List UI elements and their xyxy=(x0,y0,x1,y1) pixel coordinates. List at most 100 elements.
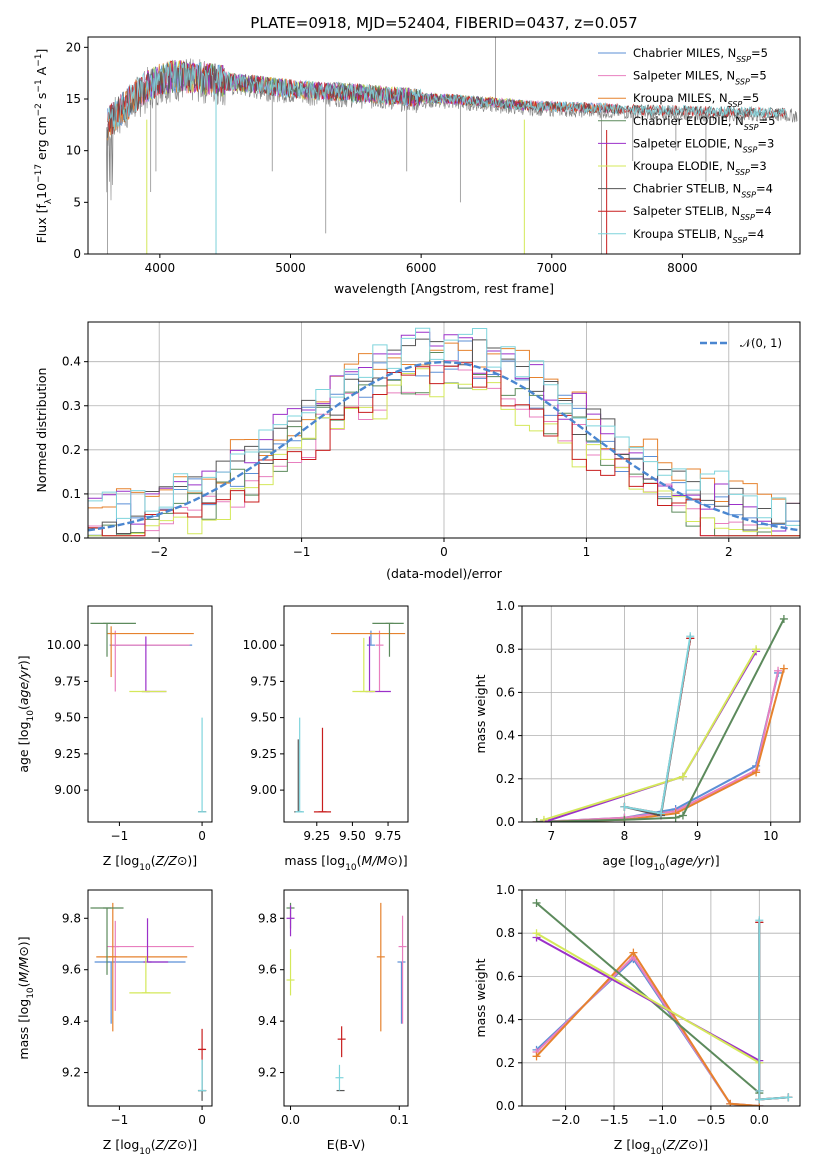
y-tick-label: 9.4 xyxy=(258,1014,277,1028)
residuals-xlabel: (data-model)/error xyxy=(386,566,503,581)
legend-n: =4 xyxy=(755,204,772,218)
series-point xyxy=(532,1052,541,1061)
errorbar-salpeter-miles xyxy=(111,630,190,692)
spectrum-plot xyxy=(106,37,798,254)
series-point xyxy=(779,664,788,673)
series-point xyxy=(686,632,695,641)
legend-sub: SSP xyxy=(735,77,750,86)
x-tick-label: −1.0 xyxy=(648,1113,677,1127)
age-vs-mass-axes: 9.25 9.50 9.75 9.00 9.25 9.50 9.75 10.00 mass [l… xyxy=(243,605,409,873)
label-part: )] xyxy=(16,655,31,665)
x-tick-label: 0.0 xyxy=(750,1113,769,1127)
series-point xyxy=(755,1095,764,1104)
label-part: 10 xyxy=(139,863,151,873)
legend-name: Chabrier MILES, N xyxy=(633,46,736,60)
series-point xyxy=(532,929,541,938)
ylabel-part: −2 xyxy=(34,103,44,116)
x-tick-label: 5000 xyxy=(275,261,306,275)
x-tick-label: 0 xyxy=(198,829,206,843)
series-line xyxy=(624,636,692,815)
label-part: 10 xyxy=(654,863,666,873)
y-tick-label: 9.2 xyxy=(62,1066,81,1080)
legend-n: =5 xyxy=(751,46,768,60)
y-tick-label: 0.0 xyxy=(496,1099,515,1113)
label-part: ( xyxy=(357,853,362,868)
x-tick-label: 4000 xyxy=(145,261,176,275)
legend-label: 𝒩(0, 1) xyxy=(740,336,782,350)
ylabel-part: λ xyxy=(44,198,54,204)
y-tick-label: 10.00 xyxy=(243,638,277,652)
residuals-ylabel: Normed distribution xyxy=(34,368,49,493)
series-point xyxy=(726,1099,735,1106)
series-chabrier-elodie xyxy=(532,614,788,822)
massweight-vs-Z-ylabel: mass weight xyxy=(473,958,488,1037)
legend-label: Kroupa ELODIE, NSSP=3 xyxy=(633,159,767,177)
x-tick-label: 1 xyxy=(583,545,591,559)
series-point xyxy=(532,818,541,822)
spectrum-axes: 4000 5000 6000 7000 8000 0 5 10 15 20 wavelength [… xyxy=(34,36,801,296)
label-part: M/M⊙ xyxy=(362,853,398,868)
y-tick-label: 9.8 xyxy=(62,911,81,925)
mass-vs-EBV-plot xyxy=(286,902,407,1092)
label-part: ( xyxy=(151,1137,156,1152)
x-tick-label: −1.5 xyxy=(599,1113,628,1127)
x-tick-label: −1 xyxy=(111,1113,129,1127)
x-tick-label: 0 xyxy=(440,545,448,559)
massweight-vs-age-plot xyxy=(532,614,788,822)
label-part: Z/Z⊙ xyxy=(666,1137,699,1152)
massweight-vs-Z-axes: −2.0 −1.5 −1.0 −0.5 0.0 0.0 0.2 0.4 0.6 0.8 1.0 Z [… xyxy=(473,883,801,1157)
y-tick-label: 10 xyxy=(66,144,81,158)
label-part: )] xyxy=(187,853,197,868)
massweight-vs-age-xlabel: age [log10(age/yr)] xyxy=(602,853,719,873)
massweight-vs-age-frame xyxy=(521,605,801,823)
label-part: age [log xyxy=(602,853,653,868)
series-point xyxy=(532,898,541,907)
legend-sub: SSP xyxy=(736,55,751,64)
errorbar-chabrier-elodie xyxy=(90,907,124,975)
series-line xyxy=(535,932,760,1064)
mass-vs-EBV-frame xyxy=(283,889,409,1107)
massweight-vs-age-ylabel: mass weight xyxy=(473,674,488,753)
mass-vs-EBV-axes: 0.0 0.1 9.2 9.4 9.6 9.8 E(B-V) xyxy=(258,889,409,1152)
series-kroupa-elodie xyxy=(539,645,761,822)
x-tick-label: 0 xyxy=(198,1113,206,1127)
errorbar-kroupa-elodie xyxy=(352,637,376,693)
legend-sub: SSP xyxy=(740,213,755,222)
series-point xyxy=(539,815,548,822)
x-tick-label: −1 xyxy=(111,829,129,843)
series-line xyxy=(758,920,789,1101)
errorbar-kroupa-stelib xyxy=(295,717,304,813)
y-tick-label: 10.00 xyxy=(47,638,81,652)
y-tick-label: 9.6 xyxy=(258,963,277,977)
series-kroupa-elodie xyxy=(532,929,764,1067)
x-tick-label: 0.0 xyxy=(281,1113,300,1127)
legend-name: Kroupa MILES, N xyxy=(633,91,728,105)
x-tick-label: 6000 xyxy=(406,261,437,275)
y-tick-label: 9.25 xyxy=(250,747,277,761)
spectrum-model-kroupa-stelib xyxy=(107,61,787,130)
x-tick-label: 8000 xyxy=(667,261,698,275)
y-tick-label: 9.25 xyxy=(54,747,81,761)
legend-label: Chabrier MILES, NSSP=5 xyxy=(633,46,768,64)
series-point xyxy=(779,614,788,623)
label-part: mass [log xyxy=(284,853,345,868)
y-tick-label: 0.0 xyxy=(62,531,81,545)
spectrum-frame xyxy=(87,36,801,255)
normal-curve xyxy=(88,360,800,532)
x-tick-label: 9.25 xyxy=(303,829,330,843)
y-tick-label: 1.0 xyxy=(496,599,515,613)
series-point xyxy=(752,645,761,654)
series-point xyxy=(784,1093,793,1102)
errorbar-kroupa-miles xyxy=(107,626,194,678)
errorbar-kroupa-elodie xyxy=(129,956,171,994)
series-kroupa-stelib xyxy=(755,916,793,1104)
y-tick-label: 9.6 xyxy=(62,963,81,977)
label-part: 10 xyxy=(26,987,36,999)
y-tick-label: 9.75 xyxy=(54,674,81,688)
label-part: age [log xyxy=(16,721,31,772)
y-tick-label: 0.1 xyxy=(62,487,81,501)
label-part: Z [log xyxy=(614,1137,650,1152)
y-tick-label: 9.4 xyxy=(62,1014,81,1028)
legend-label: Chabrier STELIB, NSSP=4 xyxy=(633,182,773,200)
